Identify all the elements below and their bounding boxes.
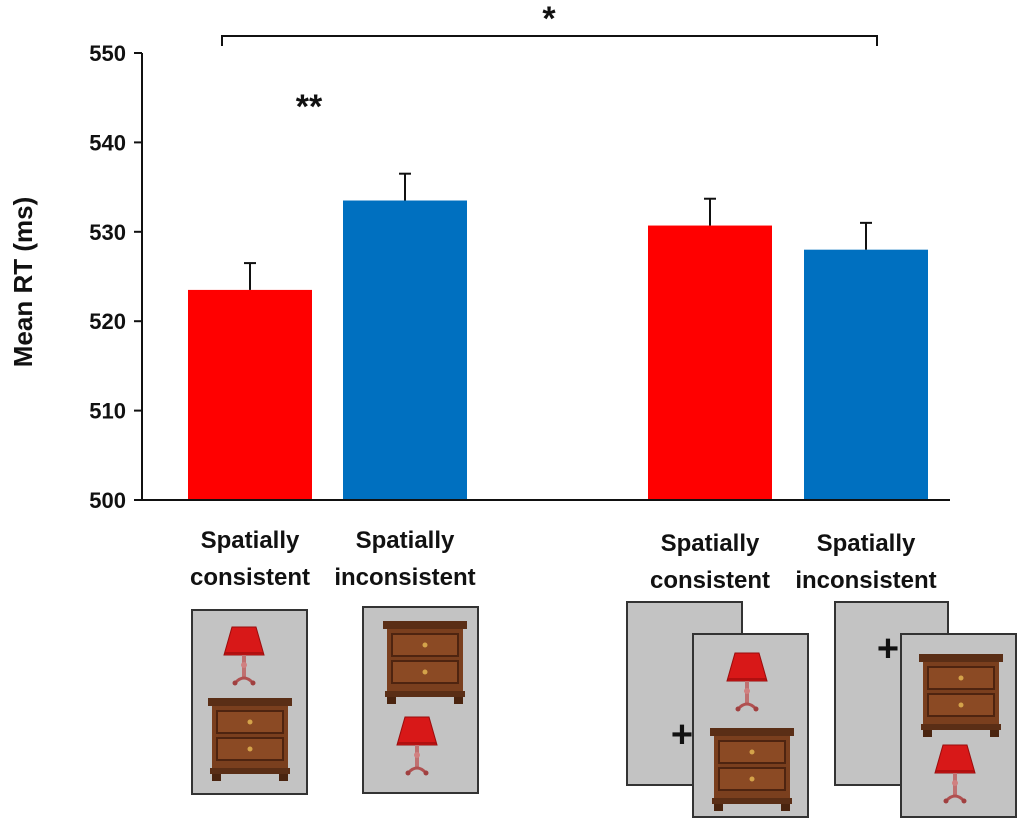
nightstand-icon [709, 727, 795, 812]
y-tick-label: 510 [89, 399, 126, 424]
category-label-line1: Spatially [356, 527, 455, 554]
category-label-line2: consistent [650, 567, 770, 594]
fixation-cross-icon: + [671, 714, 693, 756]
y-tick-label: 540 [89, 130, 126, 155]
category-labels: Spatially consistent Spatially inconsistent… [190, 527, 937, 594]
group1-significance: ** [296, 88, 323, 126]
stimulus-consistent-single [191, 609, 308, 795]
bar-group1-consistent [188, 289, 312, 500]
bar-group1-inconsistent [343, 200, 467, 500]
category-label-line2: inconsistent [795, 567, 936, 594]
nightstand-icon [207, 697, 293, 782]
across-groups-bracket [221, 35, 878, 46]
category-label-line2: consistent [190, 564, 310, 591]
group1-significance-stars: ** [296, 88, 323, 126]
y-tick-label: 500 [89, 488, 126, 513]
bar-group2-consistent [648, 225, 772, 501]
nightstand-icon [918, 653, 1004, 738]
y-tick-label: 550 [89, 41, 126, 66]
stimulus-inconsistent-single [362, 606, 479, 794]
y-tick-label: 520 [89, 309, 126, 334]
bars [188, 172, 928, 501]
across-groups-significance-star: * [542, 0, 556, 38]
stimulus-inconsistent-sequence: + [834, 601, 1017, 818]
y-tick-label: 530 [89, 220, 126, 245]
stimulus-consistent-sequence: + [626, 601, 809, 818]
category-label-line1: Spatially [201, 527, 300, 554]
category-label-line1: Spatially [817, 530, 916, 557]
y-axis-title: Mean RT (ms) [8, 197, 38, 367]
bar-group2-inconsistent [804, 249, 928, 500]
category-label-line2: inconsistent [334, 564, 475, 591]
across-groups-significance: * [221, 0, 878, 46]
y-axis: 500 510 520 530 540 550 [89, 41, 143, 513]
fixation-cross-icon: + [877, 628, 899, 670]
category-label-line1: Spatially [661, 530, 760, 557]
nightstand-icon [382, 620, 468, 705]
